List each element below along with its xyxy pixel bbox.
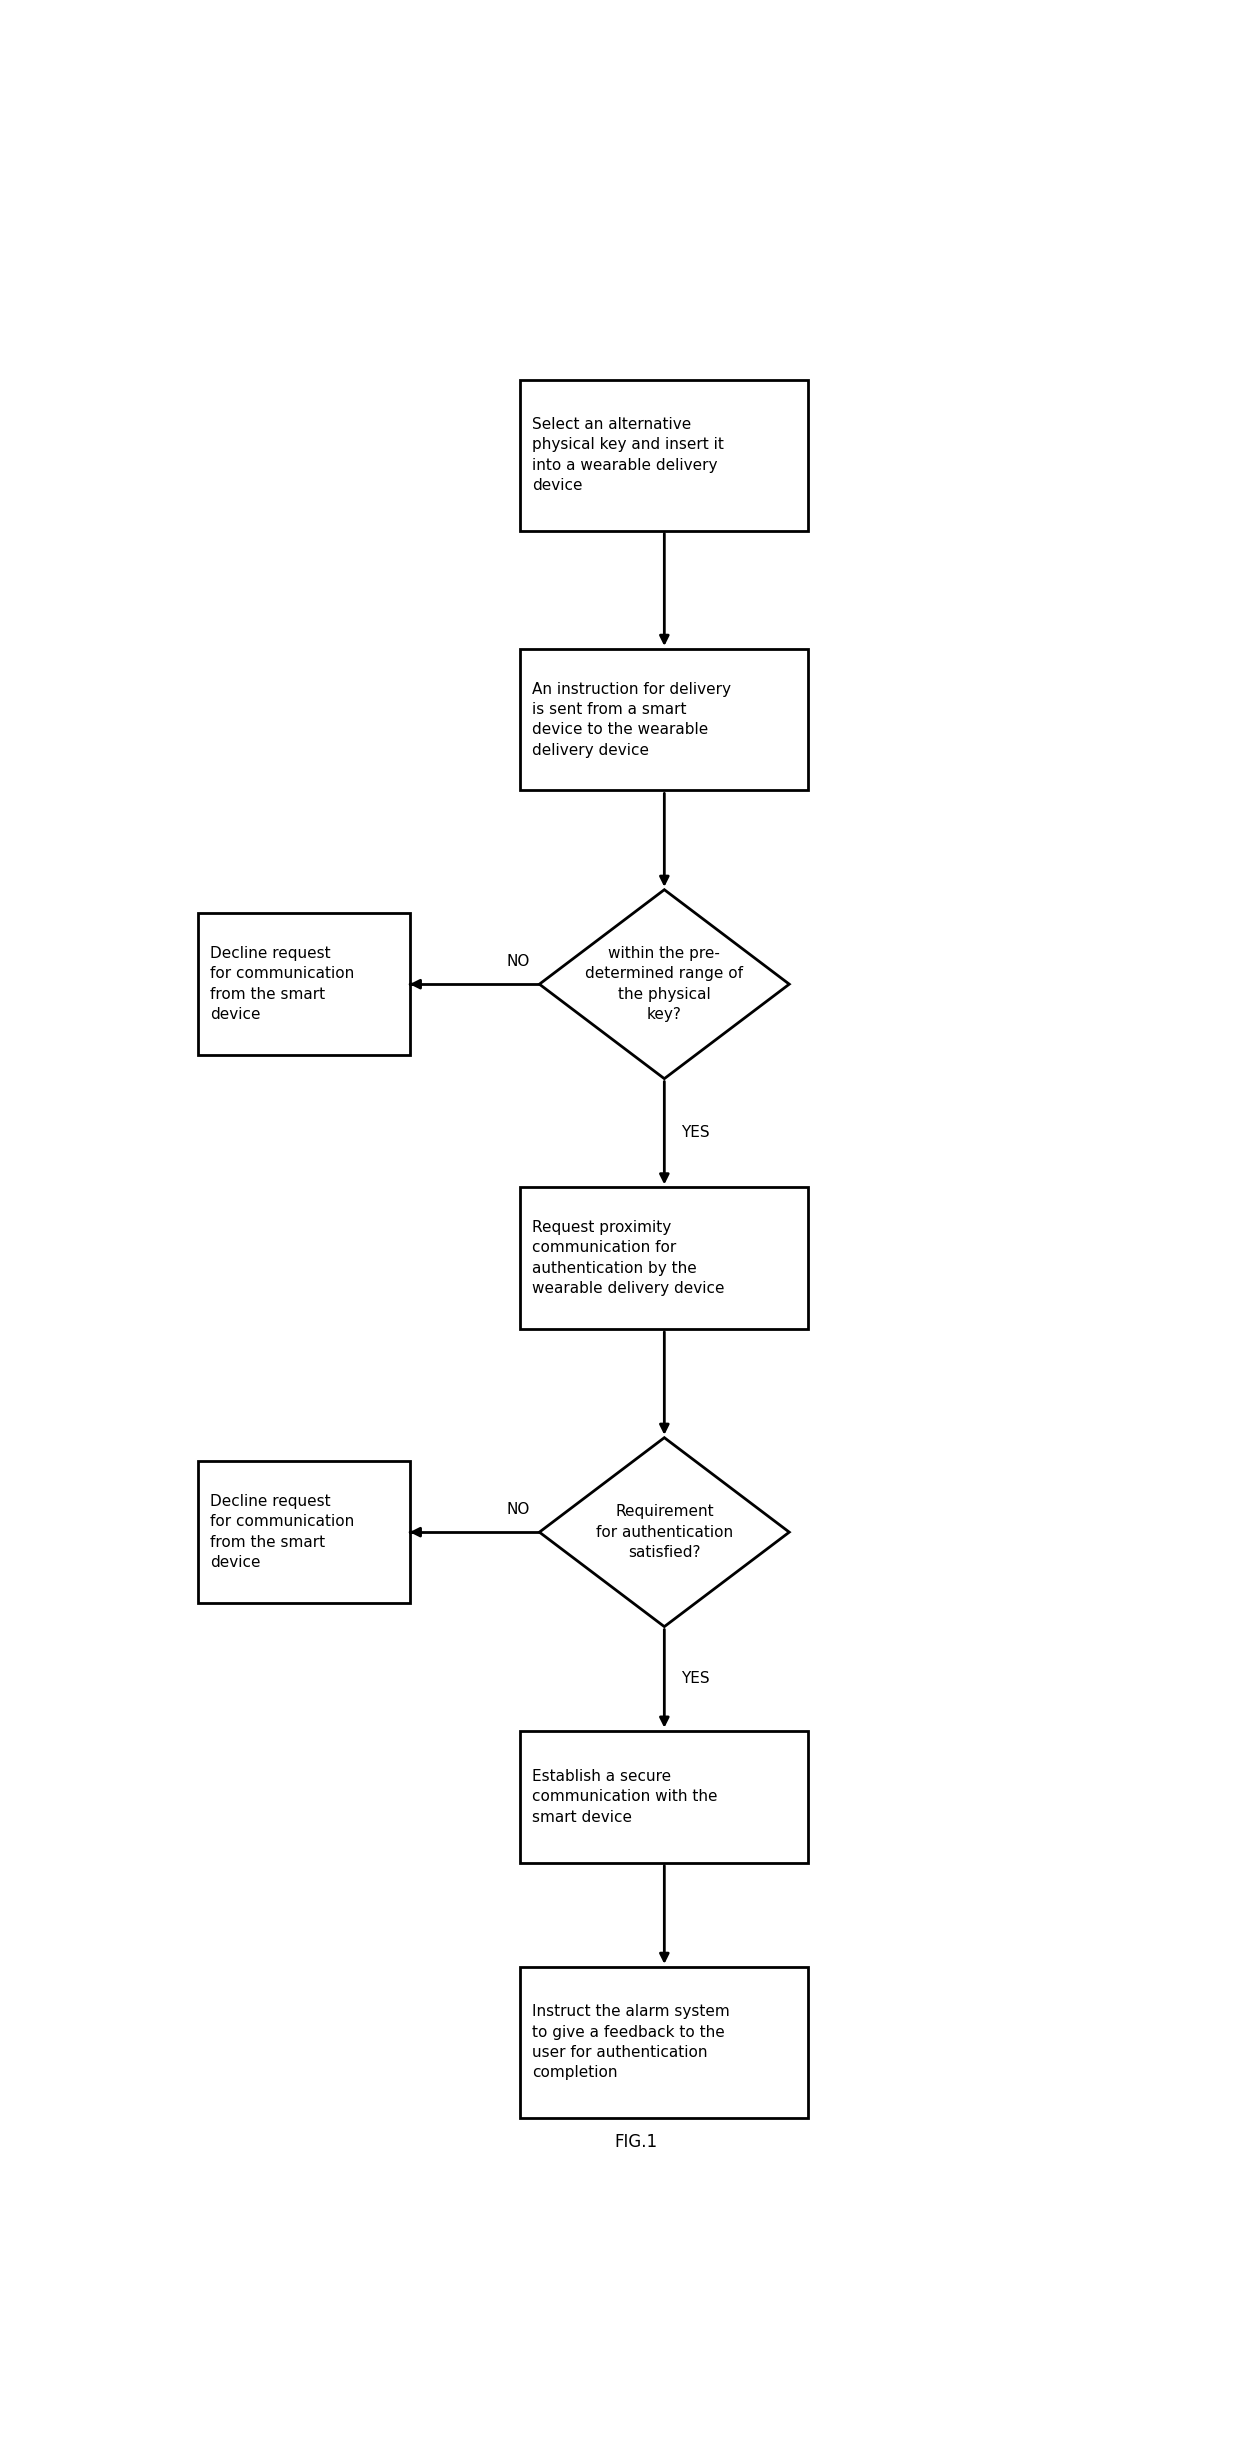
FancyBboxPatch shape [521,380,808,530]
FancyBboxPatch shape [521,648,808,790]
Text: NO: NO [506,955,529,969]
Text: Establish a secure
communication with the
smart device: Establish a secure communication with th… [532,1769,717,1826]
Text: YES: YES [681,1126,709,1141]
FancyBboxPatch shape [521,1966,808,2118]
Text: YES: YES [681,1671,709,1686]
Polygon shape [539,1438,789,1627]
Text: NO: NO [506,1502,529,1517]
Text: Decline request
for communication
from the smart
device: Decline request for communication from t… [210,1494,355,1571]
Text: Decline request
for communication
from the smart
device: Decline request for communication from t… [210,947,355,1023]
Text: Requirement
for authentication
satisfied?: Requirement for authentication satisfied… [595,1504,733,1561]
Text: Select an alternative
physical key and insert it
into a wearable delivery
device: Select an alternative physical key and i… [532,417,724,493]
Text: FIG.1: FIG.1 [614,2133,657,2152]
FancyBboxPatch shape [198,913,409,1055]
FancyBboxPatch shape [521,1730,808,1863]
FancyBboxPatch shape [521,1188,808,1330]
Text: An instruction for delivery
is sent from a smart
device to the wearable
delivery: An instruction for delivery is sent from… [532,682,730,758]
FancyBboxPatch shape [198,1460,409,1602]
Text: Request proximity
communication for
authentication by the
wearable delivery devi: Request proximity communication for auth… [532,1220,724,1296]
Polygon shape [539,891,789,1080]
Text: within the pre-
determined range of
the physical
key?: within the pre- determined range of the … [585,947,743,1023]
Text: Instruct the alarm system
to give a feedback to the
user for authentication
comp: Instruct the alarm system to give a feed… [532,2005,729,2081]
